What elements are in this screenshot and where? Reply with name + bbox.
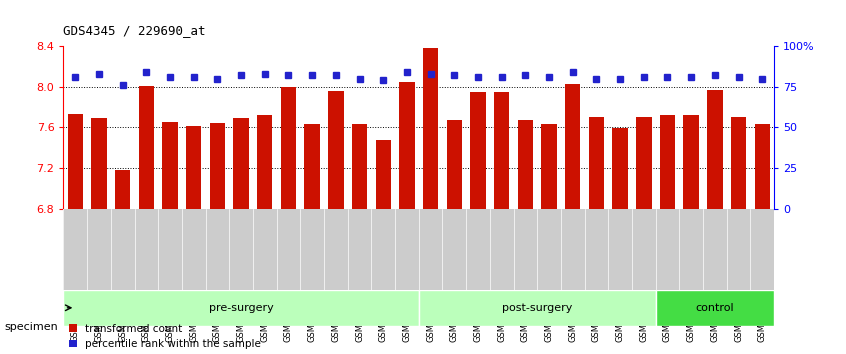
Bar — [139, 86, 154, 209]
FancyBboxPatch shape — [656, 290, 774, 326]
Bar — [257, 115, 272, 209]
Bar — [210, 123, 225, 209]
Bar — [494, 92, 509, 209]
Bar — [684, 115, 699, 209]
Bar — [186, 126, 201, 209]
FancyBboxPatch shape — [63, 290, 419, 326]
Bar — [470, 92, 486, 209]
Text: specimen: specimen — [4, 322, 58, 332]
Bar — [233, 118, 249, 209]
Bar — [423, 48, 438, 209]
Bar — [541, 124, 557, 209]
Bar — [613, 129, 628, 209]
Text: GDS4345 / 229690_at: GDS4345 / 229690_at — [63, 24, 206, 37]
Text: pre-surgery: pre-surgery — [209, 303, 273, 313]
Bar — [518, 120, 533, 209]
Text: control: control — [695, 303, 734, 313]
Bar — [636, 117, 651, 209]
Bar — [565, 84, 580, 209]
Bar — [447, 120, 462, 209]
Bar — [707, 90, 722, 209]
Bar — [281, 87, 296, 209]
FancyBboxPatch shape — [419, 290, 656, 326]
Bar — [731, 117, 746, 209]
Bar — [376, 139, 391, 209]
Bar — [352, 124, 367, 209]
Bar — [589, 117, 604, 209]
Bar — [755, 124, 770, 209]
Bar — [162, 122, 178, 209]
Bar — [305, 124, 320, 209]
Bar — [115, 170, 130, 209]
Bar — [660, 115, 675, 209]
Bar — [328, 91, 343, 209]
Bar — [68, 114, 83, 209]
Bar — [91, 118, 107, 209]
Text: post-surgery: post-surgery — [502, 303, 573, 313]
Legend: transformed count, percentile rank within the sample: transformed count, percentile rank withi… — [69, 324, 261, 349]
Bar — [399, 81, 415, 209]
